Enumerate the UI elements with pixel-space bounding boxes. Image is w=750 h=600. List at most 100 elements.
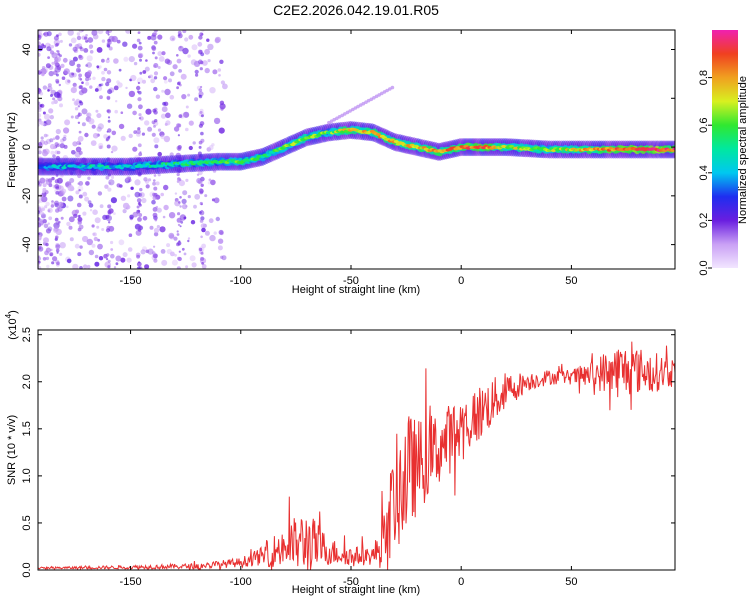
spectrogram-noise-cell bbox=[55, 42, 60, 47]
spectrogram-noise-cell bbox=[70, 37, 77, 44]
spectrogram-noise-cell bbox=[207, 43, 214, 51]
spectrogram-x-tick-label: -50 bbox=[343, 275, 359, 287]
spectrogram-noise-cell bbox=[92, 76, 96, 81]
spectrogram-noise-cell bbox=[98, 142, 104, 148]
spectrogram-noise-cell bbox=[169, 94, 175, 100]
spectrogram-noise-cell bbox=[50, 50, 55, 55]
colorbar-ticks: 0.0 0.2 0.4 0.6 0.8 bbox=[698, 70, 712, 276]
spectrogram-noise-cell bbox=[133, 61, 138, 66]
spectrogram-noise-cell bbox=[200, 251, 204, 255]
spectrogram-noise-cell bbox=[154, 119, 158, 123]
spectrogram-noise-cell bbox=[72, 141, 78, 147]
spectrogram-noise-cell bbox=[46, 264, 50, 269]
spectrogram-noise-cell bbox=[200, 183, 204, 187]
spectrogram-noise-cell bbox=[53, 99, 58, 105]
spectrogram-noise-cell bbox=[107, 259, 111, 263]
spectrogram-x-tick-label: -100 bbox=[230, 275, 252, 287]
spectrogram-noise-cell bbox=[81, 122, 86, 127]
spectrogram-noise-cell bbox=[197, 41, 203, 47]
spectrogram-noise-cell bbox=[55, 248, 60, 253]
spectrogram-noise-cell bbox=[94, 88, 99, 92]
spectrogram-noise-cell bbox=[111, 145, 118, 152]
spectrogram-noise-cell bbox=[69, 237, 74, 242]
spectrogram-noise-cell bbox=[159, 226, 166, 233]
spectrogram-noise-cell bbox=[43, 113, 51, 120]
colorbar-tick-label: 0.0 bbox=[698, 260, 710, 275]
spectrogram-noise-cell bbox=[220, 80, 225, 85]
spectrogram-noise-cell bbox=[128, 56, 135, 63]
spectrogram-noise-cell bbox=[38, 40, 41, 45]
snr-x-tick-label: -150 bbox=[120, 576, 142, 588]
spectrogram-noise-cell bbox=[115, 255, 122, 262]
spectrogram-noise-cell bbox=[39, 211, 45, 216]
spectrogram-noise-cell bbox=[182, 190, 188, 196]
spectrogram-noise-cell bbox=[118, 239, 125, 246]
spectrogram-noise-cell bbox=[99, 95, 103, 100]
spectrogram-noise-cell bbox=[97, 191, 103, 196]
spectrogram-noise-cell bbox=[204, 230, 210, 236]
spectrogram-noise-cell bbox=[73, 213, 78, 218]
spectrogram-noise-cell bbox=[59, 252, 63, 256]
spectrogram-noise-cell bbox=[160, 113, 167, 119]
spectrogram-noise-cell bbox=[137, 97, 142, 102]
spectrogram-ridge-cell bbox=[340, 130, 346, 134]
spectrogram-noise-cell bbox=[218, 127, 225, 134]
spectrogram-noise-cell bbox=[53, 55, 57, 58]
spectrogram-noise-cell bbox=[153, 174, 157, 177]
spectrogram-noise-cell bbox=[77, 105, 81, 108]
spectrogram-ridge-cell bbox=[254, 157, 260, 161]
spectrogram-noise-cell bbox=[113, 212, 116, 216]
spectrogram-noise-cell bbox=[136, 77, 144, 84]
spectrogram-noise-cell bbox=[361, 101, 366, 106]
spectrogram-noise-cell bbox=[153, 30, 158, 33]
spectrogram-noise-cell bbox=[51, 61, 55, 65]
spectrogram-noise-cell bbox=[157, 66, 161, 69]
spectrogram-noise-cell bbox=[157, 34, 163, 40]
spectrogram-noise-cell bbox=[214, 38, 220, 44]
spectrogram-noise-cell bbox=[136, 261, 142, 267]
spectrogram-noise-cell bbox=[56, 93, 62, 99]
spectrogram-noise-cell bbox=[105, 214, 110, 219]
spectrogram-noise-cell bbox=[152, 207, 158, 212]
spectrogram-noise-cell bbox=[42, 257, 47, 261]
spectrogram-noise-cell bbox=[91, 243, 96, 248]
spectrogram-noise-cell bbox=[155, 94, 161, 99]
spectrogram-noise-cell bbox=[50, 150, 55, 155]
spectrogram-noise-cell bbox=[107, 89, 113, 95]
snr-series-line bbox=[38, 341, 675, 570]
spectrogram-noise-cell bbox=[195, 73, 199, 77]
spectrogram-noise-cell bbox=[200, 256, 205, 261]
spectrogram-noise-cell bbox=[138, 104, 143, 110]
spectrogram-ridge-cell bbox=[375, 133, 381, 137]
spectrogram-noise-cell bbox=[55, 191, 59, 195]
spectrogram-noise-cell bbox=[49, 181, 52, 185]
snr-y-tick-label: 2.0 bbox=[21, 374, 33, 389]
spectrogram-noise-cell bbox=[212, 69, 218, 75]
spectrogram-noise-cell bbox=[55, 62, 59, 66]
spectrogram-noise-cell bbox=[78, 55, 84, 61]
spectrogram-noise-cell bbox=[132, 146, 138, 152]
spectrogram-noise-cell bbox=[101, 76, 106, 82]
spectrogram-noise-cell bbox=[152, 51, 155, 55]
spectrogram-noise-cell bbox=[138, 152, 143, 157]
spectrogram-noise-cell bbox=[89, 85, 93, 89]
spectrogram-noise-cell bbox=[177, 241, 182, 246]
spectrogram-noise-cell bbox=[72, 82, 77, 87]
spectrogram-noise-cell bbox=[153, 227, 160, 234]
spectrogram-noise-cell bbox=[153, 71, 159, 76]
spectrogram-y-tick-label: -20 bbox=[21, 188, 33, 204]
spectrogram-noise-cell bbox=[185, 127, 189, 132]
spectrogram-noise-cell bbox=[157, 51, 163, 57]
spectrogram-noise-cell bbox=[72, 263, 79, 269]
spectrogram-noise-cell bbox=[71, 150, 76, 155]
spectrogram-noise-cell bbox=[126, 205, 131, 210]
spectrogram-noise-cell bbox=[107, 119, 111, 123]
spectrogram-noise-cell bbox=[138, 53, 143, 59]
spectrogram-noise-cell bbox=[93, 236, 98, 242]
spectrogram-noise-cell bbox=[171, 259, 178, 266]
spectrogram-frame bbox=[37, 29, 676, 270]
spectrogram-noise-cell bbox=[83, 264, 88, 269]
spectrogram-noise-cell bbox=[38, 180, 42, 187]
spectrogram-noise-cell bbox=[211, 143, 215, 147]
spectrogram-noise-cell bbox=[92, 209, 98, 215]
